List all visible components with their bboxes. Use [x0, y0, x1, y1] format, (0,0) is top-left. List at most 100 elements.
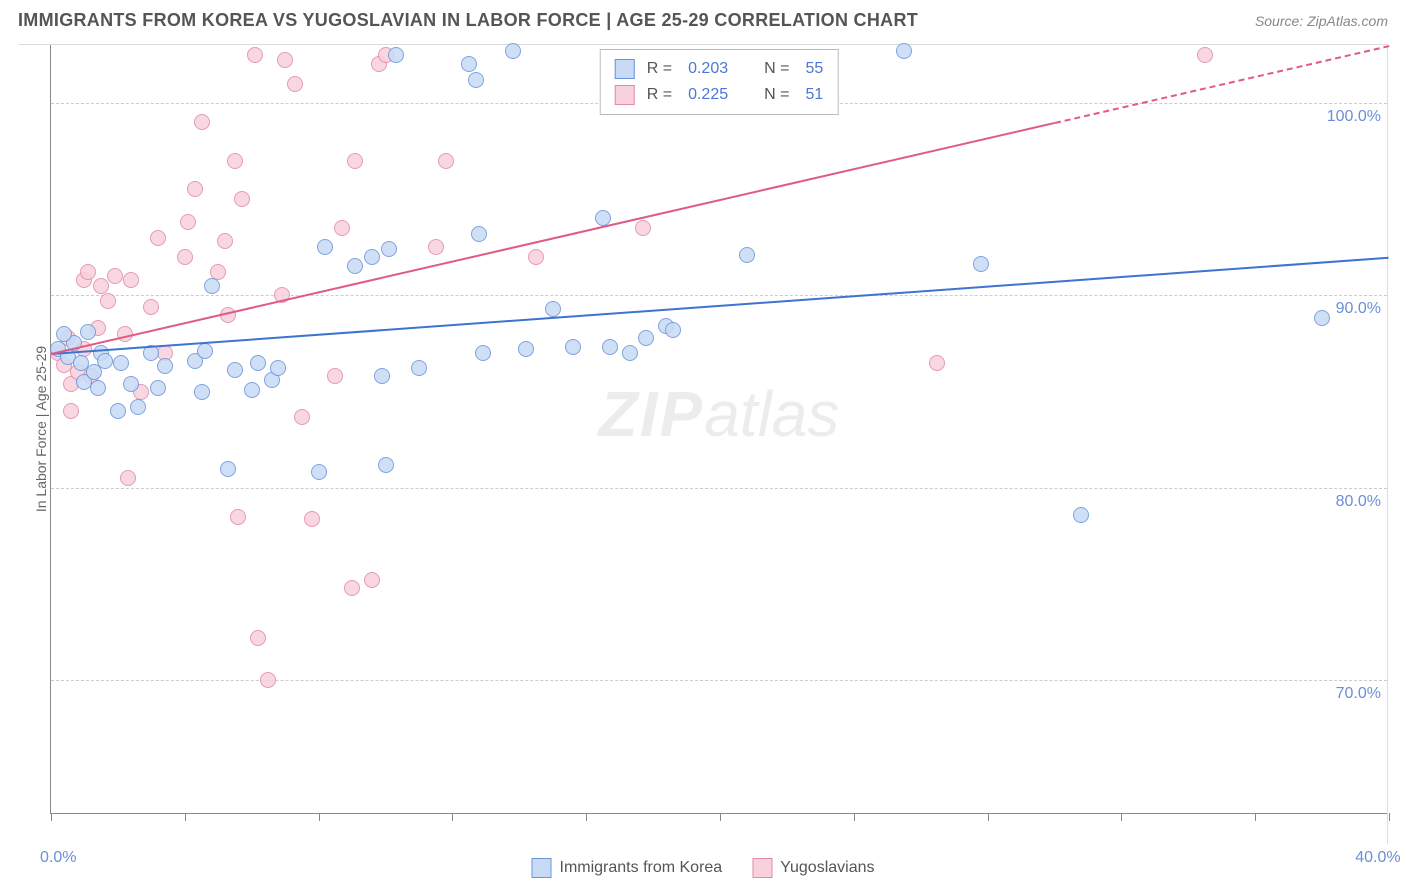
data-point-yugo	[528, 249, 544, 265]
legend-swatch-icon	[615, 59, 635, 79]
data-point-korea	[80, 324, 96, 340]
plot-area: In Labor Force | Age 25-29 ZIPatlas 70.0…	[50, 45, 1387, 814]
data-point-korea	[1073, 507, 1089, 523]
data-point-yugo	[107, 268, 123, 284]
y-tick-label: 90.0%	[1336, 300, 1381, 318]
data-point-yugo	[364, 572, 380, 588]
data-point-korea	[197, 343, 213, 359]
y-tick-label: 80.0%	[1336, 493, 1381, 511]
data-point-korea	[110, 403, 126, 419]
data-point-korea	[411, 360, 427, 376]
data-point-yugo	[1197, 47, 1213, 63]
data-point-yugo	[217, 233, 233, 249]
data-point-korea	[317, 239, 333, 255]
data-point-korea	[347, 258, 363, 274]
data-point-yugo	[344, 580, 360, 596]
legend-row-yugo: R =0.225N =51	[615, 82, 824, 108]
data-point-yugo	[428, 239, 444, 255]
r-value: 0.203	[688, 56, 728, 82]
data-point-yugo	[180, 214, 196, 230]
x-tick	[1121, 813, 1122, 821]
data-point-korea	[565, 339, 581, 355]
trend-line	[51, 122, 1055, 355]
chart-title: IMMIGRANTS FROM KOREA VS YUGOSLAVIAN IN …	[18, 10, 918, 31]
data-point-korea	[123, 376, 139, 392]
data-point-korea	[204, 278, 220, 294]
gridline	[51, 295, 1387, 296]
gridline	[51, 680, 1387, 681]
data-point-korea	[505, 43, 521, 59]
data-point-korea	[227, 362, 243, 378]
x-tick	[854, 813, 855, 821]
legend-stats: R = 0.203 N = 55R =0.225N =51	[600, 49, 839, 115]
legend-swatch-icon	[531, 858, 551, 878]
n-value: 55	[805, 56, 823, 82]
data-point-yugo	[234, 191, 250, 207]
r-value: 0.225	[688, 82, 728, 108]
data-point-korea	[250, 355, 266, 371]
data-point-yugo	[304, 511, 320, 527]
data-point-korea	[475, 345, 491, 361]
data-point-yugo	[194, 114, 210, 130]
x-tick	[1389, 813, 1390, 821]
series-label: Immigrants from Korea	[559, 859, 722, 877]
data-point-korea	[471, 226, 487, 242]
data-point-korea	[468, 72, 484, 88]
n-value: 51	[805, 82, 823, 108]
x-tick	[185, 813, 186, 821]
data-point-korea	[90, 380, 106, 396]
data-point-korea	[364, 249, 380, 265]
data-point-yugo	[438, 153, 454, 169]
x-tick	[452, 813, 453, 821]
data-point-yugo	[260, 672, 276, 688]
data-point-korea	[1314, 310, 1330, 326]
data-point-yugo	[287, 76, 303, 92]
legend-swatch-icon	[752, 858, 772, 878]
data-point-korea	[150, 380, 166, 396]
data-point-yugo	[177, 249, 193, 265]
data-point-yugo	[635, 220, 651, 236]
data-point-korea	[602, 339, 618, 355]
data-point-korea	[973, 256, 989, 272]
x-tick-label: 40.0%	[1355, 849, 1400, 867]
legend-bottom: Immigrants from Korea Yugoslavians	[531, 858, 874, 878]
data-point-yugo	[187, 181, 203, 197]
n-label: N =	[764, 56, 789, 82]
legend-item-yugo: Yugoslavians	[752, 858, 874, 878]
data-point-korea	[665, 322, 681, 338]
data-point-yugo	[327, 368, 343, 384]
data-point-yugo	[929, 355, 945, 371]
legend-swatch-icon	[615, 85, 635, 105]
data-point-korea	[194, 384, 210, 400]
y-tick-label: 100.0%	[1327, 108, 1381, 126]
data-point-yugo	[247, 47, 263, 63]
data-point-yugo	[334, 220, 350, 236]
watermark: ZIPatlas	[599, 377, 840, 451]
data-point-korea	[56, 326, 72, 342]
data-point-korea	[311, 464, 327, 480]
legend-row-korea: R = 0.203 N = 55	[615, 56, 824, 82]
data-point-korea	[220, 461, 236, 477]
data-point-korea	[378, 457, 394, 473]
data-point-yugo	[143, 299, 159, 315]
data-point-korea	[130, 399, 146, 415]
gridline	[51, 488, 1387, 489]
data-point-korea	[270, 360, 286, 376]
data-point-korea	[622, 345, 638, 361]
x-tick	[586, 813, 587, 821]
r-label: R =	[647, 56, 672, 82]
source-label: Source: ZipAtlas.com	[1255, 13, 1388, 29]
x-tick	[319, 813, 320, 821]
data-point-yugo	[123, 272, 139, 288]
data-point-yugo	[120, 470, 136, 486]
x-tick	[720, 813, 721, 821]
data-point-korea	[388, 47, 404, 63]
chart-container: In Labor Force | Age 25-29 ZIPatlas 70.0…	[18, 44, 1388, 844]
data-point-korea	[157, 358, 173, 374]
x-tick	[51, 813, 52, 821]
data-point-korea	[739, 247, 755, 263]
data-point-korea	[374, 368, 390, 384]
data-point-yugo	[80, 264, 96, 280]
data-point-yugo	[294, 409, 310, 425]
data-point-korea	[97, 353, 113, 369]
